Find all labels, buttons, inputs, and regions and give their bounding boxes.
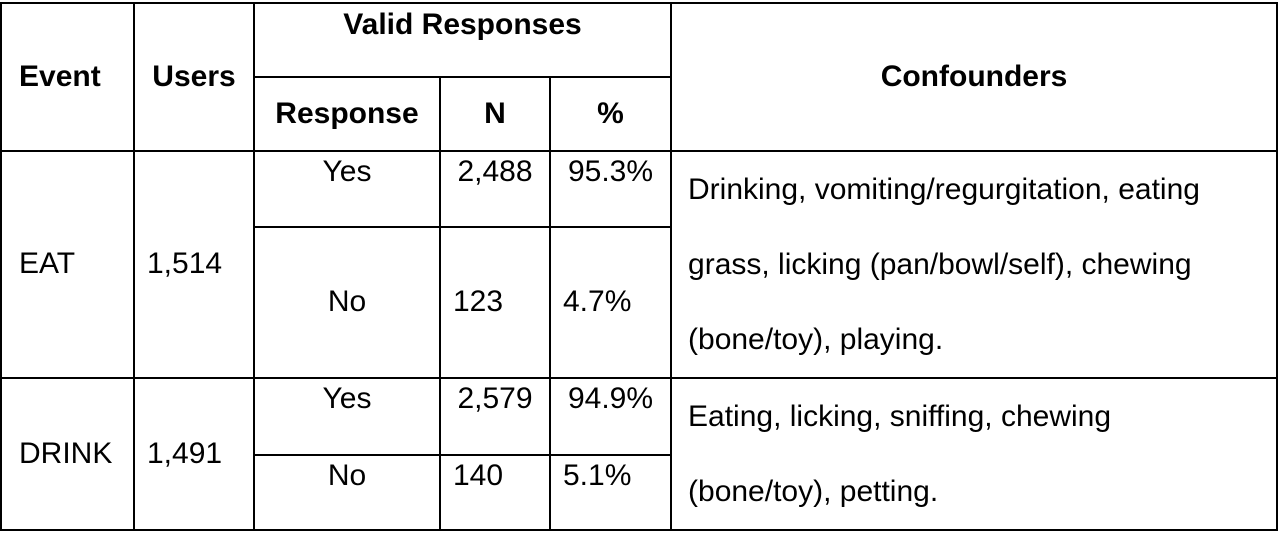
n-cell: 123 bbox=[439, 226, 551, 379]
header-response: Response bbox=[253, 76, 441, 152]
event-cell: DRINK bbox=[0, 377, 135, 531]
confounders-line: grass, licking (pan/bowl/self), chewing bbox=[688, 248, 1192, 281]
percent-cell: 5.1% bbox=[548, 453, 673, 532]
header-event: Event bbox=[0, 2, 135, 152]
confounders-cell: Drinking, vomiting/regurgitation, eating… bbox=[670, 150, 1279, 379]
table-row: No 140 5.1% bbox=[1, 453, 1277, 532]
response-cell: Yes bbox=[253, 150, 441, 228]
percent-cell: 4.7% bbox=[548, 226, 673, 379]
confounders-line: Drinking, vomiting/regurgitation, eating bbox=[688, 173, 1200, 206]
header-n: N bbox=[439, 76, 551, 152]
table-row: DRINK 1,491 Yes 2,579 94.9% Eating, lick… bbox=[0, 377, 1279, 531]
users-cell: 1,514 bbox=[133, 150, 255, 379]
table-row: No 123 4.7% bbox=[1, 226, 1277, 379]
header-valid-responses: Valid Responses bbox=[252, 2, 673, 78]
n-cell: 140 bbox=[439, 453, 551, 532]
header-row-sub: Response N % bbox=[1, 76, 1277, 152]
confounders-line: Eating, licking, sniffing, chewing bbox=[688, 400, 1112, 433]
header-confounders: Confounders bbox=[670, 2, 1279, 152]
response-cell: No bbox=[253, 453, 441, 532]
event-cell: EAT bbox=[0, 150, 135, 379]
percent-cell: 95.3% bbox=[548, 150, 673, 228]
confounders-line: (bone/toy), petting. bbox=[688, 475, 939, 508]
response-cell: No bbox=[253, 226, 441, 379]
response-cell: Yes bbox=[253, 377, 441, 456]
n-cell: 2,488 bbox=[439, 150, 551, 228]
header-row-top: Event Users Valid Responses Confounders bbox=[0, 2, 1279, 152]
header-users: Users bbox=[133, 2, 255, 152]
header-percent: % bbox=[548, 76, 673, 152]
n-cell: 2,579 bbox=[439, 377, 551, 456]
users-cell: 1,491 bbox=[133, 377, 255, 531]
confounders-cell: Eating, licking, sniffing, chewing (bone… bbox=[670, 377, 1279, 531]
percent-cell: 94.9% bbox=[548, 377, 673, 456]
table-row: EAT 1,514 Yes 2,488 95.3% Drinking, vomi… bbox=[0, 150, 1279, 379]
confounders-line: (bone/toy), playing. bbox=[688, 323, 944, 356]
